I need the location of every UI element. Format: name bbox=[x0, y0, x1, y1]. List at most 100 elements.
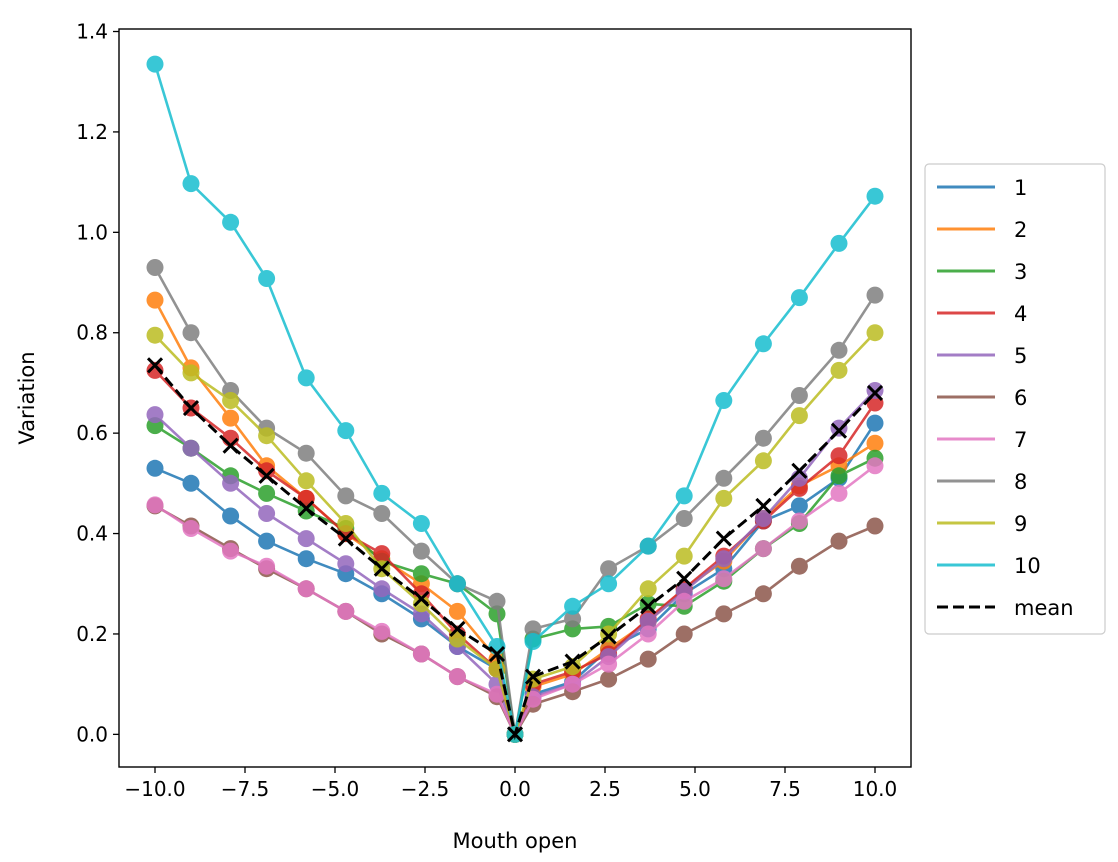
data-point-2 bbox=[448, 602, 466, 620]
data-point-9 bbox=[337, 515, 355, 532]
y-tick-label: 0.8 bbox=[76, 321, 108, 345]
data-point-3 bbox=[258, 484, 276, 502]
data-point-3 bbox=[830, 467, 848, 485]
x-tick-label: 0.0 bbox=[499, 777, 531, 801]
x-tick-label: 5.0 bbox=[679, 777, 711, 801]
x-tick-label: 7.5 bbox=[769, 777, 801, 801]
y-tick-label: 0.4 bbox=[76, 522, 108, 546]
data-point-7 bbox=[373, 622, 391, 640]
data-point-10 bbox=[639, 537, 657, 555]
y-axis-ticks: 0.0 0.2 0.4 0.6 0.8 1.0 1.2 1.4 bbox=[76, 20, 119, 746]
data-point-8 bbox=[488, 592, 506, 610]
data-point-1 bbox=[258, 532, 276, 550]
data-point-6 bbox=[600, 670, 618, 688]
data-point-10 bbox=[830, 234, 848, 252]
data-point-7 bbox=[146, 496, 164, 514]
data-point-7 bbox=[830, 484, 848, 502]
data-point-2 bbox=[146, 291, 164, 309]
data-point-10 bbox=[222, 213, 240, 231]
x-tick-label: −2.5 bbox=[401, 777, 450, 801]
data-point-6 bbox=[866, 517, 884, 535]
legend-label-8: 8 bbox=[1014, 470, 1027, 494]
data-point-5 bbox=[297, 530, 315, 548]
mean-point bbox=[564, 653, 581, 670]
data-point-9 bbox=[715, 489, 733, 507]
legend-label-5: 5 bbox=[1014, 344, 1027, 368]
data-point-5 bbox=[373, 580, 391, 598]
legend-label-3: 3 bbox=[1014, 260, 1027, 284]
y-tick-label: 1.0 bbox=[76, 220, 108, 244]
data-point-7 bbox=[754, 540, 772, 558]
data-point-6 bbox=[830, 532, 848, 550]
data-point-3 bbox=[297, 502, 315, 520]
mean-point bbox=[373, 560, 390, 577]
data-point-5 bbox=[182, 439, 200, 457]
data-point-7 bbox=[600, 655, 618, 673]
data-point-10 bbox=[600, 575, 618, 593]
x-tick-label: 10.0 bbox=[853, 777, 898, 801]
data-point-10 bbox=[373, 484, 391, 502]
data-point-10 bbox=[182, 175, 200, 193]
mean-point bbox=[488, 645, 506, 663]
data-point-8 bbox=[675, 510, 693, 527]
data-point-5 bbox=[754, 510, 772, 527]
mean-point bbox=[715, 530, 732, 547]
data-point-5 bbox=[715, 550, 733, 568]
data-point-5 bbox=[866, 382, 884, 399]
data-point-5 bbox=[830, 419, 848, 437]
data-point-9 bbox=[182, 364, 200, 382]
data-point-6 bbox=[675, 625, 693, 643]
series-layer bbox=[146, 55, 884, 743]
data-point-8 bbox=[830, 341, 848, 359]
data-point-3 bbox=[412, 565, 430, 583]
data-point-10 bbox=[258, 270, 276, 287]
data-point-4 bbox=[258, 462, 276, 480]
legend-label-2: 2 bbox=[1014, 218, 1027, 242]
data-point-5 bbox=[639, 612, 657, 630]
data-point-10 bbox=[337, 422, 355, 440]
data-point-8 bbox=[337, 487, 355, 505]
data-point-10 bbox=[715, 392, 733, 409]
data-point-1 bbox=[146, 459, 164, 477]
mean-point bbox=[413, 590, 430, 607]
data-point-8 bbox=[754, 429, 772, 447]
x-axis-ticks: −10.0 −7.5 −5.0 −2.5 0.0 2.5 5.0 7.5 10.0 bbox=[124, 767, 897, 801]
y-tick-label: 0.6 bbox=[76, 421, 108, 445]
legend-label-6: 6 bbox=[1014, 386, 1027, 410]
data-point-9 bbox=[675, 547, 693, 565]
data-point-10 bbox=[412, 515, 430, 532]
mean-point bbox=[676, 570, 693, 587]
mean-point bbox=[866, 384, 884, 402]
x-tick-label: −10.0 bbox=[124, 777, 185, 801]
data-point-9 bbox=[790, 407, 808, 425]
data-point-4 bbox=[830, 447, 848, 465]
data-point-9 bbox=[754, 452, 772, 470]
legend-label-4: 4 bbox=[1014, 302, 1027, 326]
data-point-10 bbox=[754, 335, 772, 353]
series-7 bbox=[146, 457, 884, 743]
data-point-8 bbox=[790, 387, 808, 404]
data-point-6 bbox=[639, 650, 657, 668]
data-point-9 bbox=[258, 427, 276, 445]
mean-point bbox=[600, 628, 617, 645]
data-point-8 bbox=[715, 469, 733, 487]
data-point-5 bbox=[222, 474, 240, 492]
data-point-10 bbox=[146, 55, 164, 73]
data-point-1 bbox=[222, 507, 240, 525]
mean-point bbox=[830, 422, 848, 439]
data-point-9 bbox=[866, 324, 884, 342]
legend-label-mean: mean bbox=[1014, 596, 1074, 620]
data-point-7 bbox=[182, 520, 200, 537]
data-point-7 bbox=[639, 625, 657, 643]
legend-frame bbox=[924, 163, 1106, 635]
y-tick-label: 1.4 bbox=[76, 20, 108, 44]
data-point-7 bbox=[790, 512, 808, 530]
data-point-7 bbox=[488, 685, 506, 703]
y-tick-label: 0.2 bbox=[76, 622, 108, 646]
data-point-8 bbox=[866, 286, 884, 304]
legend-label-1: 1 bbox=[1014, 176, 1027, 200]
y-axis-label: Variation bbox=[15, 351, 39, 444]
data-point-1 bbox=[182, 474, 200, 492]
data-point-9 bbox=[639, 580, 657, 598]
